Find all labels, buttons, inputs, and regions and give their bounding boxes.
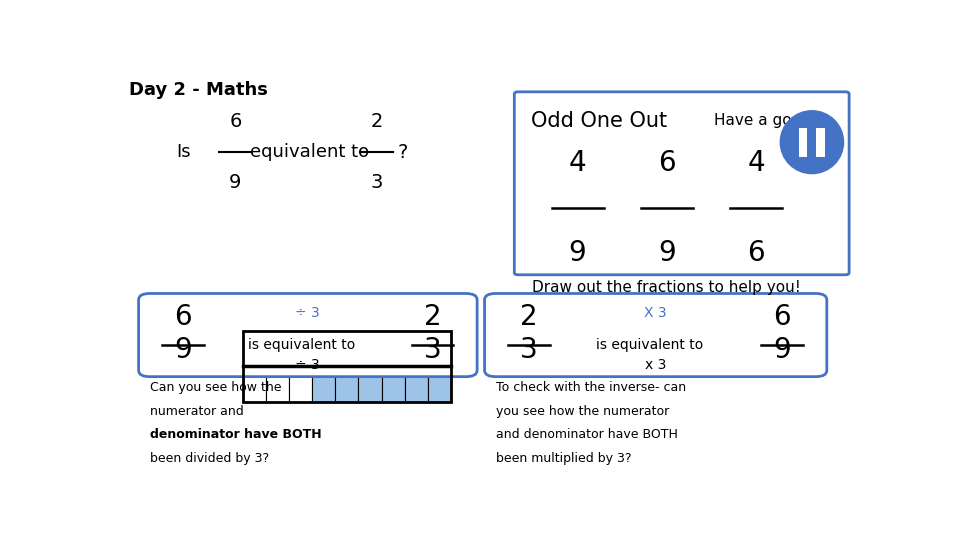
Text: is equivalent to: is equivalent to bbox=[248, 339, 355, 353]
Text: 9: 9 bbox=[774, 336, 791, 364]
Text: X 3: X 3 bbox=[644, 306, 667, 320]
Text: equivalent to: equivalent to bbox=[251, 143, 370, 161]
Bar bbox=[312, 331, 335, 366]
Text: 2: 2 bbox=[520, 303, 538, 331]
Text: 9: 9 bbox=[175, 336, 192, 364]
Text: you see how the numerator: you see how the numerator bbox=[495, 404, 669, 417]
Text: 9: 9 bbox=[568, 239, 587, 267]
Text: 6: 6 bbox=[658, 149, 676, 177]
Bar bbox=[428, 331, 451, 366]
Text: 6: 6 bbox=[229, 112, 242, 131]
Bar bbox=[382, 331, 405, 366]
Bar bbox=[358, 331, 382, 366]
Bar bbox=[243, 366, 266, 402]
Bar bbox=[335, 366, 358, 402]
Text: is equivalent to: is equivalent to bbox=[595, 339, 703, 353]
Bar bbox=[243, 331, 451, 402]
Text: Draw out the fractions to help you!: Draw out the fractions to help you! bbox=[533, 280, 802, 295]
Text: 9: 9 bbox=[229, 173, 242, 192]
Bar bbox=[405, 366, 428, 402]
Text: Can you see how the: Can you see how the bbox=[150, 381, 281, 394]
Text: been divided by 3?: been divided by 3? bbox=[150, 452, 269, 465]
Text: been multiplied by 3?: been multiplied by 3? bbox=[495, 452, 632, 465]
Bar bbox=[266, 331, 289, 366]
Text: Day 2 - Maths: Day 2 - Maths bbox=[129, 82, 268, 99]
Text: 2: 2 bbox=[423, 303, 442, 331]
Bar bbox=[266, 366, 289, 402]
Ellipse shape bbox=[780, 111, 844, 173]
Bar bbox=[428, 366, 451, 402]
Text: 6: 6 bbox=[774, 303, 791, 331]
Text: Have a go: Have a go bbox=[714, 113, 792, 127]
Text: 6: 6 bbox=[175, 303, 192, 331]
Text: ÷ 3: ÷ 3 bbox=[296, 306, 321, 320]
Bar bbox=[335, 331, 358, 366]
Bar bbox=[405, 331, 428, 366]
Text: numerator and: numerator and bbox=[150, 404, 244, 417]
FancyBboxPatch shape bbox=[816, 128, 826, 157]
Text: 2: 2 bbox=[371, 112, 383, 131]
Text: denominator have BOTH: denominator have BOTH bbox=[150, 428, 322, 441]
Text: x 3: x 3 bbox=[645, 359, 666, 373]
Text: 4: 4 bbox=[568, 149, 587, 177]
Bar bbox=[289, 331, 312, 366]
Text: Odd One Out: Odd One Out bbox=[532, 111, 667, 131]
Text: 4: 4 bbox=[747, 149, 765, 177]
Text: and denominator have BOTH: and denominator have BOTH bbox=[495, 428, 678, 441]
Text: 3: 3 bbox=[520, 336, 538, 364]
Text: ÷ 3: ÷ 3 bbox=[296, 359, 321, 373]
Bar bbox=[358, 366, 382, 402]
Bar bbox=[289, 366, 312, 402]
Bar bbox=[382, 366, 405, 402]
Text: ?: ? bbox=[397, 143, 408, 161]
Text: To check with the inverse- can: To check with the inverse- can bbox=[495, 381, 685, 394]
Text: Is: Is bbox=[176, 143, 190, 161]
Text: 6: 6 bbox=[747, 239, 765, 267]
FancyBboxPatch shape bbox=[138, 293, 477, 377]
FancyBboxPatch shape bbox=[799, 128, 807, 157]
FancyBboxPatch shape bbox=[485, 293, 827, 377]
Text: 3: 3 bbox=[371, 173, 383, 192]
Bar bbox=[243, 331, 266, 366]
Text: 3: 3 bbox=[423, 336, 442, 364]
Bar bbox=[312, 366, 335, 402]
Text: 9: 9 bbox=[658, 239, 676, 267]
FancyBboxPatch shape bbox=[515, 92, 849, 275]
